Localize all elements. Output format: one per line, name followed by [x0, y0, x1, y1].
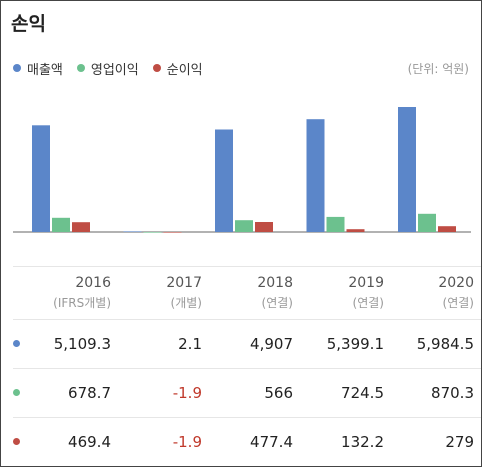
- table-cell: 279: [445, 433, 474, 451]
- bar-operating-profit-2017[interactable]: [143, 232, 162, 233]
- legend-dot-icon: [13, 64, 21, 72]
- series-dot-icon: [13, 438, 20, 445]
- column-basis: (개별): [170, 296, 202, 310]
- legend-dot-icon: [76, 64, 85, 72]
- table-cell: 678.7: [68, 384, 111, 402]
- table-cell: 724.5: [341, 384, 384, 402]
- row-operating-profit: 678.7 -1.9 566 724.5 870.3: [13, 368, 481, 417]
- bar-net-income-2017[interactable]: [163, 232, 182, 233]
- table-cell: 469.4: [68, 433, 111, 451]
- table-cell: 870.3: [431, 384, 474, 402]
- table-cell: -1.9: [172, 433, 202, 451]
- unit-label: (단위: 억원): [407, 62, 469, 76]
- column-year: 2020: [438, 275, 474, 291]
- bar-net-income-2018[interactable]: [255, 222, 273, 232]
- bar-revenue-2020[interactable]: [398, 107, 416, 232]
- legend-label: 영업이익: [90, 62, 139, 78]
- legend-item-revenue[interactable]: 매출액: [13, 59, 63, 78]
- column-basis: (연결): [442, 296, 474, 310]
- legend-dot-icon: [152, 64, 161, 72]
- bar-operating-profit-2016[interactable]: [52, 217, 70, 232]
- column-year: 2018: [257, 275, 293, 291]
- table-cell: 477.4: [250, 433, 293, 451]
- column-year: 2019: [348, 275, 384, 291]
- column-year: 2017: [166, 275, 202, 291]
- bar-net-income-2020[interactable]: [438, 226, 456, 232]
- bar-operating-profit-2019[interactable]: [326, 216, 345, 232]
- bar-revenue-2018[interactable]: [215, 129, 233, 233]
- table-cell: 2.1: [178, 335, 202, 353]
- bar-revenue-2017[interactable]: [123, 231, 142, 232]
- column-basis: (연결): [352, 296, 384, 310]
- column-basis: (연결): [261, 296, 293, 310]
- row-net-income: 469.4 -1.9 477.4 132.2 279: [13, 417, 481, 466]
- bar-net-income-2019[interactable]: [346, 229, 365, 232]
- table-cell: 132.2: [341, 433, 384, 451]
- table-cell: 5,399.1: [326, 335, 384, 353]
- table-cell: 5,109.3: [53, 335, 111, 353]
- chart-legend: 매출액 영업이익 순이익: [13, 59, 217, 78]
- bar-operating-profit-2018[interactable]: [235, 220, 253, 232]
- row-revenue: 5,109.3 2.1 4,907 5,399.1 5,984.5: [13, 319, 481, 368]
- column-basis: (IFRS개별): [53, 296, 111, 310]
- bar-chart: [13, 107, 471, 233]
- bar-revenue-2016[interactable]: [32, 125, 50, 232]
- series-dot-icon: [13, 389, 20, 396]
- bar-revenue-2019[interactable]: [306, 119, 325, 232]
- series-dot-icon: [13, 340, 20, 347]
- table-cell: 5,984.5: [416, 335, 474, 353]
- legend-label: 매출액: [27, 62, 63, 78]
- bar-net-income-2016[interactable]: [72, 222, 90, 232]
- bar-operating-profit-2020[interactable]: [418, 213, 436, 232]
- panel-title: 손익: [11, 13, 46, 35]
- table-cell: -1.9: [172, 384, 202, 402]
- table-cell: 4,907: [250, 335, 293, 353]
- legend-item-net-income[interactable]: 순이익: [152, 59, 203, 78]
- legend-item-operating-profit[interactable]: 영업이익: [76, 59, 139, 78]
- table-header: 2016 (IFRS개별) 2017 (개별) 2018 (연결) 2019 (연결) 2020…: [13, 266, 481, 319]
- legend-label: 순이익: [166, 62, 203, 78]
- data-table: 2016 (IFRS개별) 2017 (개별) 2018 (연결) 2019 (연결) 2020…: [13, 266, 481, 466]
- column-year: 2016: [75, 275, 111, 291]
- table-cell: 566: [264, 384, 293, 402]
